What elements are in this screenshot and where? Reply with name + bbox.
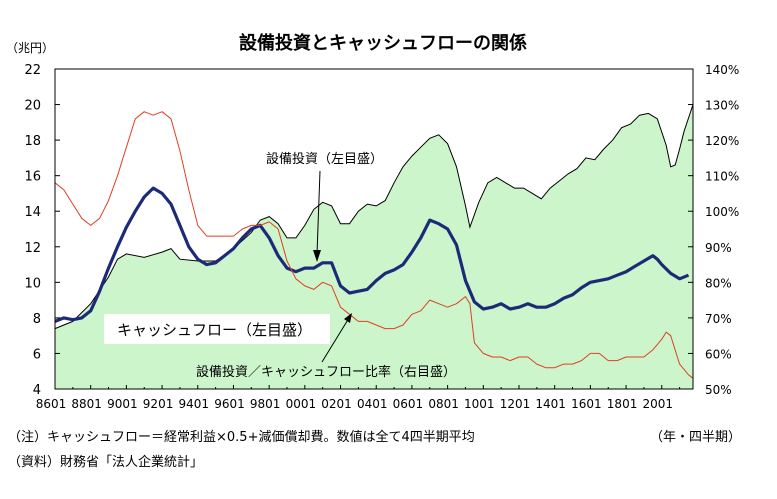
x-tick-label: 9601 [214, 397, 245, 411]
labels-layer: 設備投資（左目盛） キャッシュフロー（左目盛） 設備投資／キャッシュフロー比率（右目… [104, 151, 456, 380]
x-tick-label: 0001 [286, 397, 317, 411]
x-tick-label: 9001 [107, 397, 138, 411]
y-right-tick-label: 120% [705, 134, 739, 148]
plot-frame [54, 68, 694, 390]
y-left-tick-label: 14 [24, 205, 41, 220]
y-left-tick-label: 18 [24, 134, 41, 149]
ratio-annotation-arrow [321, 317, 350, 363]
chart: 設備投資とキャッシュフローの関係 （兆円） 4 6 8 10 12 14 16 18 20 22 5… [6, 32, 739, 411]
capex-area-layer [54, 104, 694, 389]
y-right-tick-label: 60% [705, 347, 732, 361]
y-right-tick-label: 140% [705, 63, 739, 77]
capex-area [55, 104, 693, 389]
y-right-tick-label: 70% [705, 312, 732, 326]
capex-annotation-arrow [316, 170, 321, 255]
ratio-annotation-arrowhead [344, 313, 352, 323]
x-tick-label: 0201 [321, 397, 352, 411]
x-tick-label: 9401 [178, 397, 209, 411]
chart-title: 設備投資とキャッシュフローの関係 [239, 32, 527, 54]
capex-annotation-arrowhead [313, 250, 321, 262]
y-right-tick-label: 80% [705, 276, 732, 290]
y-left-tick-label: 4 [33, 383, 41, 398]
x-tick-label: 1201 [500, 397, 531, 411]
cashflow-annotation: キャッシュフロー（左目盛） [117, 321, 312, 339]
x-tick-label: 1401 [535, 397, 566, 411]
y-left-tick-label: 16 [24, 170, 41, 185]
capex-area-outline [54, 104, 694, 330]
x-tick-label: 1001 [464, 397, 495, 411]
ratio-line [54, 111, 694, 379]
y-right-tick-label: 130% [705, 99, 739, 113]
cashflow-line [54, 186, 690, 323]
x-tick-label: 0801 [428, 397, 459, 411]
y-left-tick-label: 22 [24, 63, 41, 78]
x-tick-label: 0401 [357, 397, 388, 411]
y-left-tick-label: 10 [24, 276, 41, 291]
y-left-tick-label: 6 [33, 347, 41, 362]
ratio-annotation: 設備投資／キャッシュフロー比率（右目盛） [196, 364, 456, 380]
ticks-layer: 4 6 8 10 12 14 16 18 20 22 50% 60% 70% 80% 90% 100% 110%… [24, 63, 739, 411]
y-right-tick-label: 50% [705, 383, 732, 397]
x-tick-label: 9801 [250, 397, 281, 411]
capex-annotation: 設備投資（左目盛） [266, 151, 383, 167]
x-axis-unit: （年・四半期） [650, 430, 742, 445]
lines-layer [54, 111, 694, 379]
x-tick-label: 8601 [36, 397, 67, 411]
y-right-tick-label: 90% [705, 241, 732, 255]
y-right-tick-label: 110% [705, 170, 739, 184]
y-left-tick-label: 12 [24, 241, 41, 256]
x-tick-label: 8801 [71, 397, 102, 411]
x-tick-label: 0601 [393, 397, 424, 411]
cashflow-label-box [104, 314, 330, 344]
x-tick-label: 9201 [143, 397, 174, 411]
x-tick-label: 1801 [607, 397, 638, 411]
y-left-tick-label: 8 [33, 312, 41, 327]
footnote-formula: （注）キャッシュフロー＝経常利益×0.5+減価償却費。数値は全て4四半期平均 [8, 430, 475, 445]
x-tick-label: 2001 [642, 397, 673, 411]
y-left-unit: （兆円） [6, 41, 54, 55]
footnote-source: （資料）財務省「法人企業統計」 [8, 455, 204, 470]
x-tick-label: 1601 [571, 397, 602, 411]
y-right-tick-label: 100% [705, 205, 739, 219]
y-left-tick-label: 20 [24, 99, 41, 114]
